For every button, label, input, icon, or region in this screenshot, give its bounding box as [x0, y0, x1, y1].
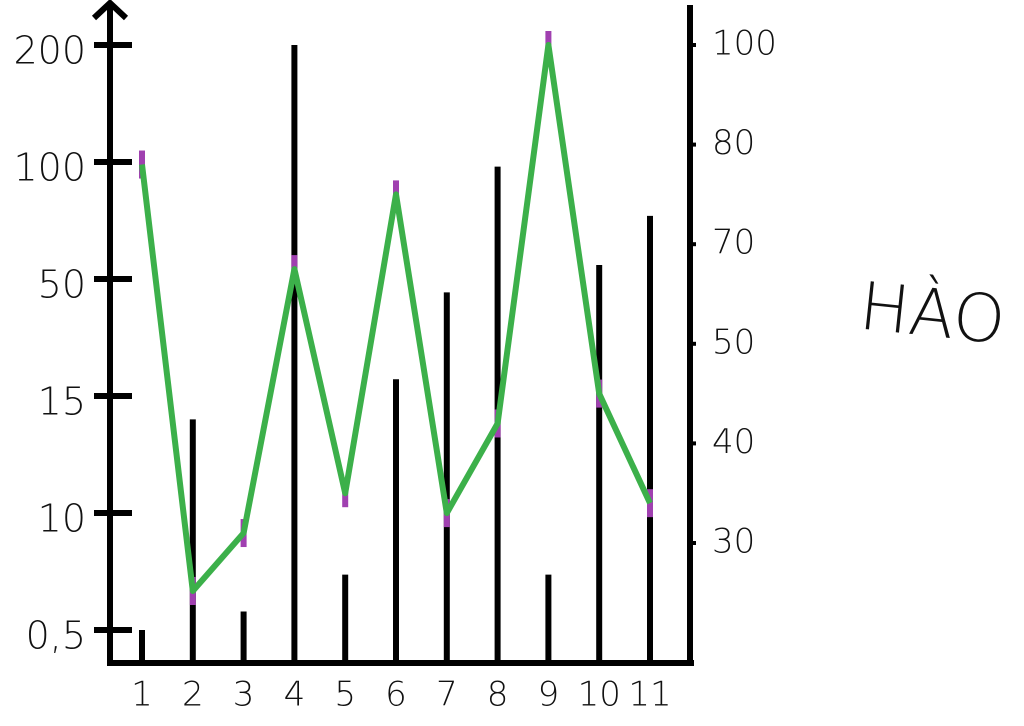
- y2-tick-label: 30: [712, 522, 755, 562]
- x-tick-label: 5: [334, 675, 356, 715]
- line: [139, 42, 653, 594]
- x-tick-label: 8: [487, 675, 509, 715]
- y-tick-label: 15: [38, 380, 86, 424]
- y-tick-label: 200: [13, 29, 86, 73]
- y2-tick-label: 50: [712, 322, 755, 362]
- x-tick-label: 6: [385, 675, 407, 715]
- y2-tick-label: 100: [712, 24, 777, 64]
- y-tick-label: 100: [13, 146, 86, 190]
- y2-tick-label: 40: [712, 422, 755, 462]
- y2-tick-label: 80: [712, 123, 755, 163]
- y-tick-label: 50: [38, 263, 86, 307]
- y2-tick-label: 70: [712, 223, 755, 263]
- chart-title: HÀO: [856, 268, 1009, 360]
- y-axis-arrow: [91, 0, 129, 21]
- x-tick-label: 1: [131, 675, 153, 715]
- x-tick-label: 9: [538, 675, 560, 715]
- y-tick-label: 0,5: [26, 614, 86, 658]
- y-tick-label: 10: [38, 497, 86, 541]
- x-tick-label: 2: [182, 675, 204, 715]
- x-tick-label: 7: [436, 675, 458, 715]
- x-tick-label: 10: [578, 675, 621, 715]
- x-tick-label: 3: [233, 675, 255, 715]
- x-tick-label: 11: [628, 675, 671, 715]
- x-tick-label: 4: [284, 675, 306, 715]
